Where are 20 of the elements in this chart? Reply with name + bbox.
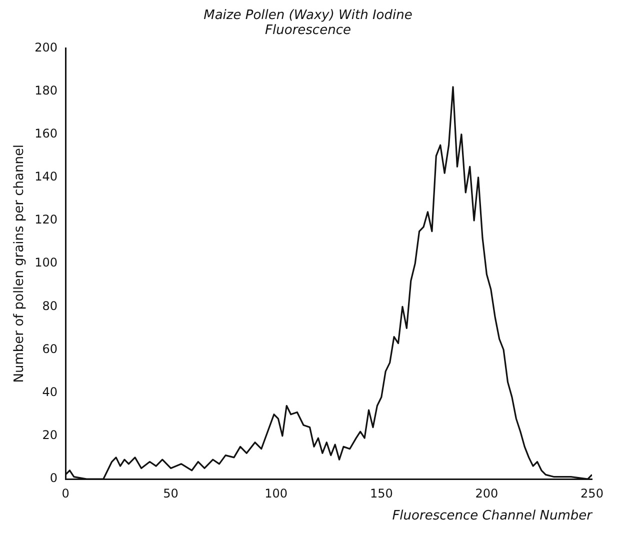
x-tick-label: 0 <box>62 486 70 500</box>
x-tick-label: 100 <box>264 486 288 500</box>
y-tick-label: 200 <box>34 40 58 54</box>
y-tick-label: 180 <box>34 83 58 98</box>
x-tick-label: 250 <box>580 486 604 500</box>
y-tick-label: 120 <box>34 212 58 227</box>
y-tick-label: 60 <box>42 342 58 356</box>
y-axis-title: Number of pollen grains per channel <box>12 144 28 383</box>
y-tick-label: 140 <box>34 170 58 184</box>
y-tick-label: 20 <box>42 428 58 442</box>
y-tick-label: 160 <box>34 126 58 140</box>
x-tick-label: 50 <box>163 486 178 500</box>
x-axis-title: Fluorescence Channel Number <box>392 508 594 524</box>
x-tick-label: 150 <box>370 486 393 500</box>
chart-title: Maize Pollen (Waxy) With Iodine Fluorescence <box>202 8 414 38</box>
y-tick-label: 80 <box>42 298 58 313</box>
y-tick-label: 100 <box>34 256 58 270</box>
y-tick-label: 0 <box>50 471 58 486</box>
x-tick-label: 200 <box>475 486 498 500</box>
y-tick-label: 40 <box>42 384 58 399</box>
